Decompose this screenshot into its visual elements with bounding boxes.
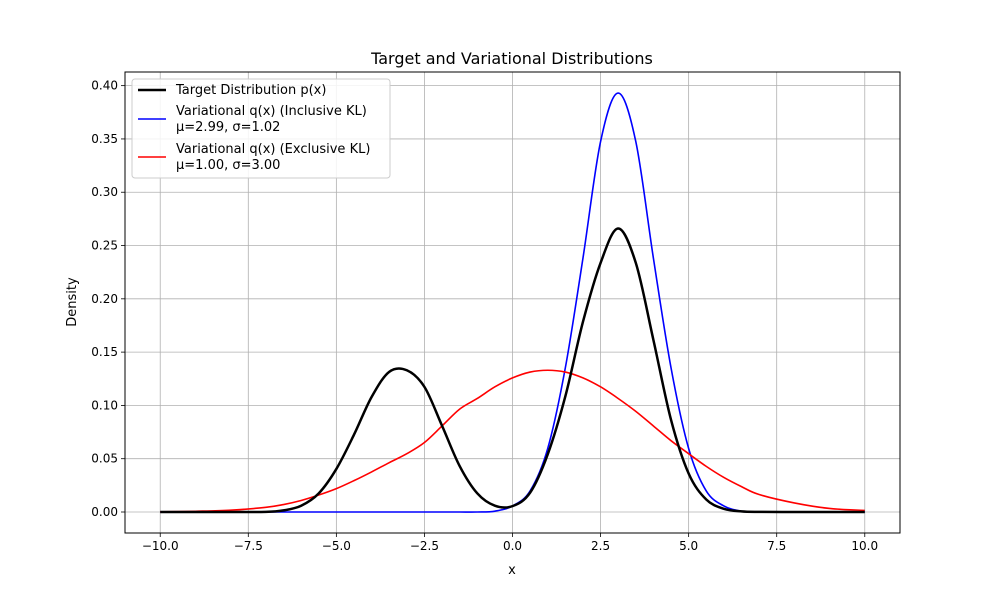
legend-label: Target Distribution p(x) [175, 83, 326, 98]
y-tick-label: 0.10 [91, 398, 118, 412]
axis-ticks: −10.0 −7.5 −5.0 −2.5 0.0 2.5 5.0 7.5 10.0 0.00 0.0… [91, 79, 878, 553]
y-tick-label: 0.35 [91, 132, 118, 146]
y-tick-label: 0.00 [91, 505, 118, 519]
legend-label: Variational q(x) (Inclusive KL) μ=2.99, σ… [176, 104, 367, 135]
x-tick-label: −5.0 [322, 539, 351, 553]
chart-title: Target and Variational Distributions [370, 49, 653, 68]
x-tick-label: −10.0 [142, 539, 179, 553]
legend: Target Distribution p(x) Variational q(x)… [131, 78, 391, 179]
x-tick-label: −2.5 [410, 539, 439, 553]
y-tick-label: 0.05 [91, 452, 118, 466]
y-tick-label: 0.25 [91, 239, 118, 253]
y-axis-label: Density [65, 277, 80, 327]
x-tick-label: 0.0 [503, 539, 522, 553]
y-tick-label: 0.20 [91, 292, 118, 306]
x-axis-label: x [508, 563, 516, 578]
series-group [160, 92, 865, 514]
x-tick-label: 10.0 [851, 539, 878, 553]
legend-label: Variational q(x) (Exclusive KL) μ=1.00, σ… [176, 142, 370, 173]
y-tick-label: 0.40 [91, 79, 118, 93]
grid [125, 72, 900, 533]
x-tick-label: 7.5 [767, 539, 786, 553]
x-tick-label: 5.0 [679, 539, 698, 553]
legend-box [131, 78, 391, 179]
y-tick-label: 0.30 [91, 185, 118, 199]
x-tick-label: 2.5 [591, 539, 610, 553]
series-line-0 [160, 227, 865, 514]
x-tick-label: −7.5 [234, 539, 263, 553]
y-tick-label: 0.15 [91, 345, 118, 359]
